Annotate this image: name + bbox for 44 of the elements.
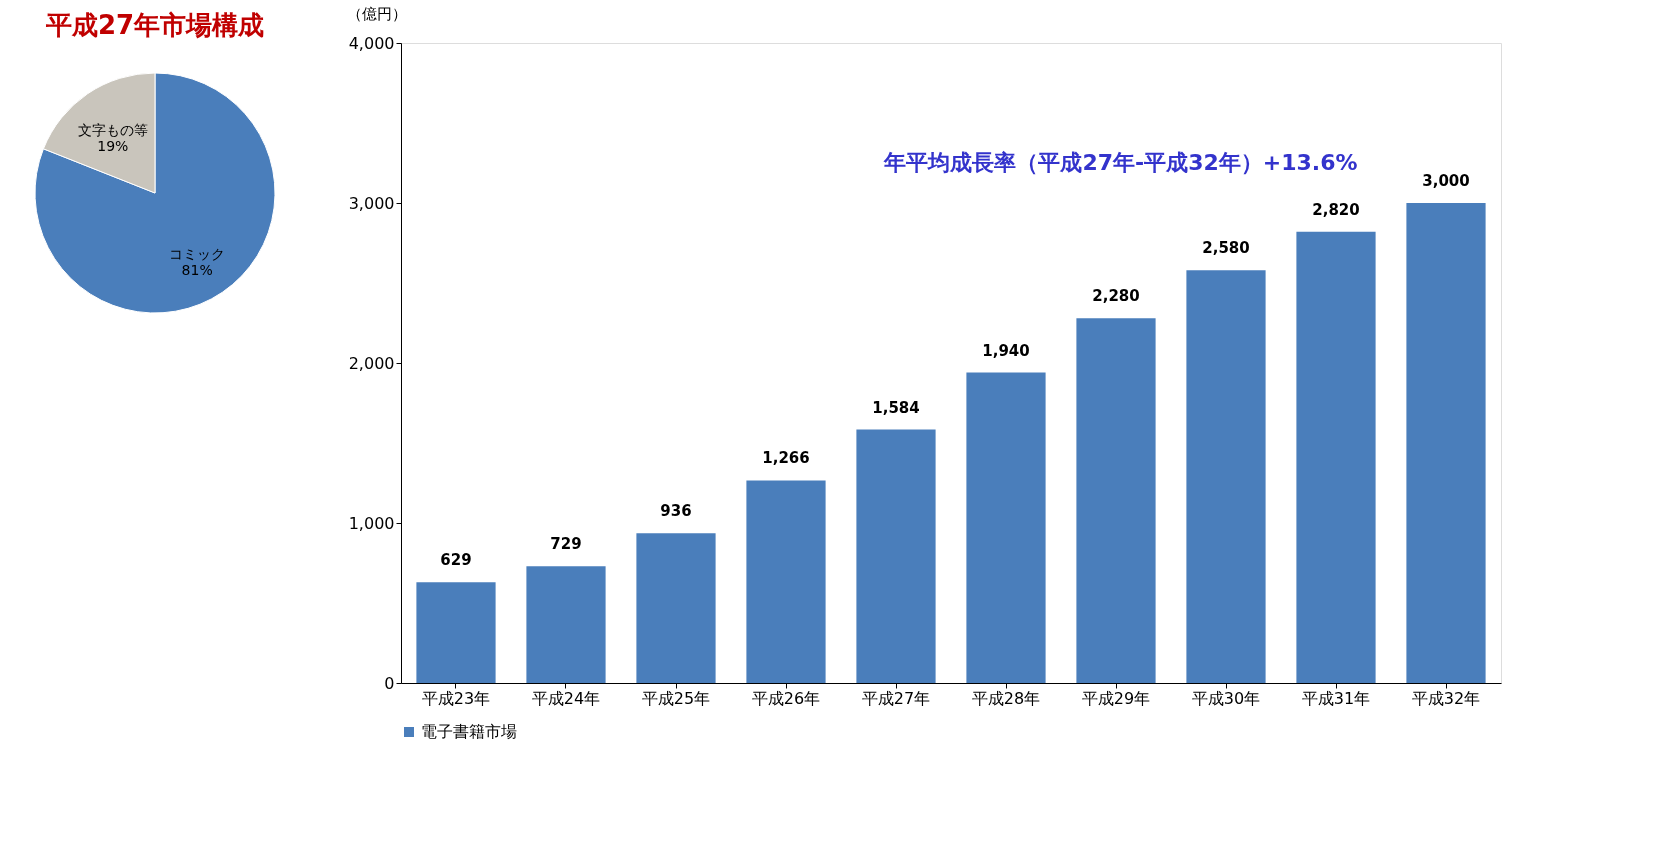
x-tick-label: 平成26年 (751, 688, 821, 708)
bar (746, 480, 826, 683)
bar (966, 372, 1046, 683)
bar (526, 566, 606, 683)
bar (636, 533, 716, 683)
bar (416, 582, 496, 683)
pie-slice (34, 72, 276, 314)
x-tick-label: 平成31年 (1301, 688, 1371, 708)
x-tick-label: 平成24年 (531, 688, 601, 708)
y-tick-label: 3,000 (348, 193, 395, 213)
x-tick-label: 平成27年 (861, 688, 931, 708)
data-label: 2,580 (1202, 239, 1250, 258)
data-label: 1,940 (982, 341, 1030, 360)
legend-label: 電子書籍市場 (421, 722, 517, 741)
data-label: 936 (660, 502, 692, 521)
y-tick-label: 2,000 (348, 353, 395, 373)
data-label: 1,584 (872, 398, 920, 417)
annotation: 年平均成長率（平成27年-平成32年）+13.6% (883, 150, 1358, 175)
bar (1186, 270, 1266, 683)
data-label: 2,820 (1312, 200, 1360, 219)
y-tick-label: 0 (384, 673, 395, 693)
bar (1406, 203, 1486, 683)
slice-label: 文字もの等 (77, 121, 148, 138)
data-label: 81% (181, 262, 213, 279)
data-label: 3,000 (1422, 172, 1470, 190)
data-label: 2,280 (1092, 287, 1140, 306)
x-tick-label: 平成32年 (1411, 688, 1481, 708)
x-tick-label: 平成30年 (1191, 688, 1261, 708)
slice-label: コミック (169, 246, 226, 263)
data-label: 729 (550, 535, 582, 554)
bar (1296, 231, 1376, 683)
y-axis-title: （億円） (346, 4, 407, 23)
x-tick-label: 平成25年 (641, 688, 711, 708)
x-tick-label: 平成29年 (1081, 688, 1151, 708)
data-label: 629 (440, 551, 472, 570)
data-label: 19% (97, 137, 129, 154)
chart-title: 平成27年市場構成 (44, 10, 265, 40)
x-tick-label: 平成23年 (421, 688, 491, 708)
bar (1076, 318, 1156, 683)
y-tick-label: 4,000 (348, 33, 395, 53)
bar (856, 429, 936, 683)
x-tick-label: 平成28年 (971, 688, 1041, 708)
y-tick-label: 1,000 (348, 513, 395, 533)
data-label: 1,266 (762, 449, 810, 468)
